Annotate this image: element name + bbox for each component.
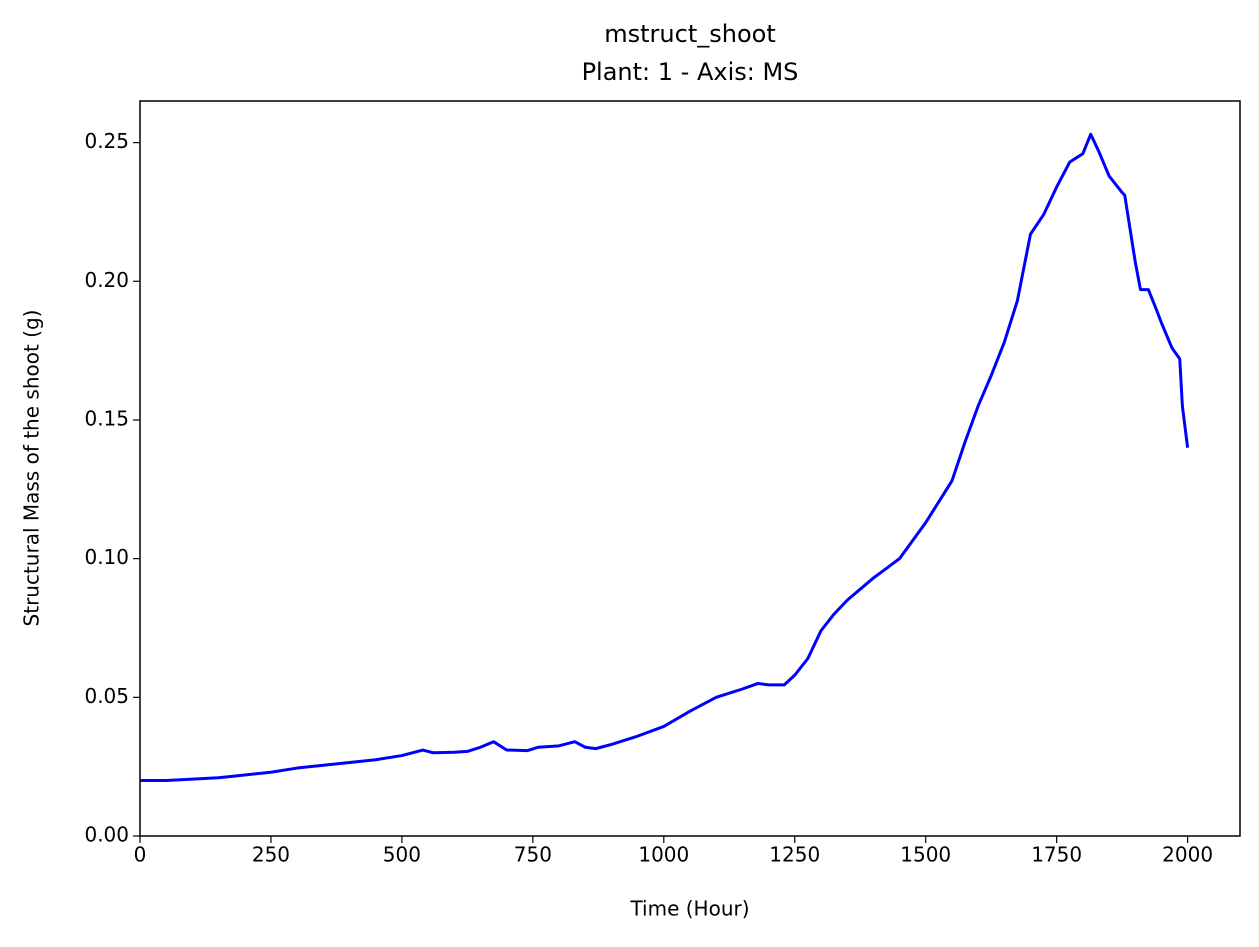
y-tick-label: 0.05 <box>84 684 129 708</box>
x-tick-label: 1750 <box>1031 843 1082 867</box>
y-tick-label: 0.00 <box>84 823 129 847</box>
x-tick-label: 250 <box>252 843 290 867</box>
y-tick-label: 0.20 <box>84 268 129 292</box>
x-tick-label: 2000 <box>1162 843 1213 867</box>
y-tick-label: 0.15 <box>84 406 129 430</box>
chart-subtitle: Plant: 1 - Axis: MS <box>582 58 799 86</box>
y-axis-label: Structural Mass of the shoot (g) <box>20 310 44 627</box>
y-tick-label: 0.10 <box>84 545 129 569</box>
x-tick-label: 500 <box>383 843 421 867</box>
x-tick-label: 1000 <box>638 843 689 867</box>
y-tick-label: 0.25 <box>84 129 129 153</box>
plot-frame <box>139 100 1241 837</box>
x-tick-label: 750 <box>514 843 552 867</box>
x-tick-label: 0 <box>134 843 147 867</box>
x-axis-label: Time (Hour) <box>629 897 749 921</box>
data-line <box>140 132 1190 783</box>
x-tick-label: 1500 <box>900 843 951 867</box>
x-tick-label: 1250 <box>769 843 820 867</box>
chart-title: mstruct_shoot <box>604 20 775 48</box>
